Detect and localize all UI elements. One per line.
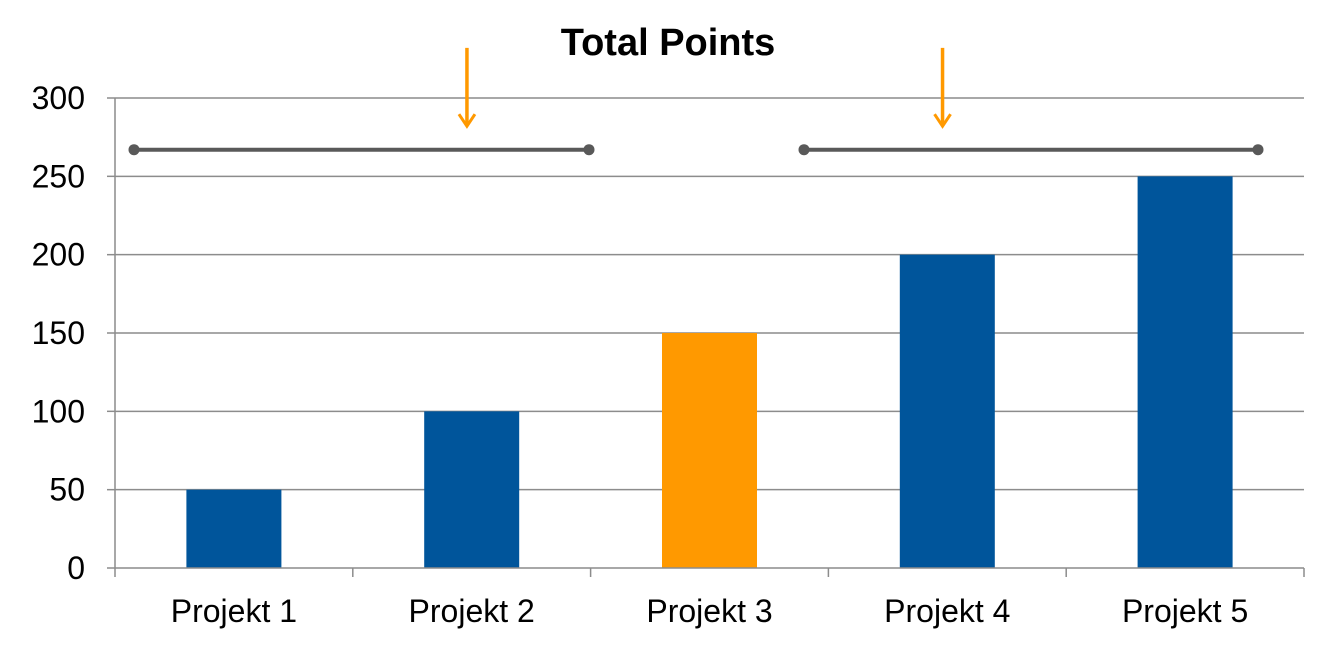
x-tick-label: Projekt 1: [171, 593, 297, 629]
x-tick-labels: Projekt 1 Projekt 2 Projekt 3 Projekt 4 Proj…: [171, 593, 1248, 629]
chart-title: Total Points: [561, 22, 776, 64]
range-line-start-dot: [798, 144, 810, 156]
axes: [107, 97, 1305, 577]
arrow-head: [457, 113, 477, 129]
range-line-end-dot: [583, 144, 595, 156]
y-tick-label: 150: [32, 315, 85, 351]
x-tick-label: Projekt 4: [884, 593, 1010, 629]
down-arrow-1: [457, 47, 477, 129]
y-tick-labels: 0 50 100 150 200 250 300: [32, 80, 85, 586]
range-line-end-dot: [1252, 144, 1264, 156]
x-tick-label: Projekt 2: [409, 593, 535, 629]
x-tick-label: Projekt 5: [1122, 593, 1248, 629]
y-tick-label: 250: [32, 158, 85, 194]
y-tick-label: 100: [32, 393, 85, 429]
x-tick-label: Projekt 3: [646, 593, 772, 629]
bar-1: [186, 489, 282, 568]
annotations: [128, 47, 1264, 156]
bars: [186, 176, 1233, 569]
bar-2: [424, 411, 520, 568]
bar-3: [662, 333, 757, 568]
down-arrow-2: [933, 47, 952, 129]
y-tick-label: 200: [32, 237, 85, 273]
y-tick-label: 300: [32, 80, 85, 116]
y-tick-label: 0: [67, 550, 85, 586]
range-line-start-dot: [128, 144, 140, 156]
y-tick-label: 50: [49, 472, 85, 508]
arrow-head: [933, 113, 952, 129]
bar-5: [1137, 176, 1233, 569]
bar-4: [899, 254, 995, 568]
